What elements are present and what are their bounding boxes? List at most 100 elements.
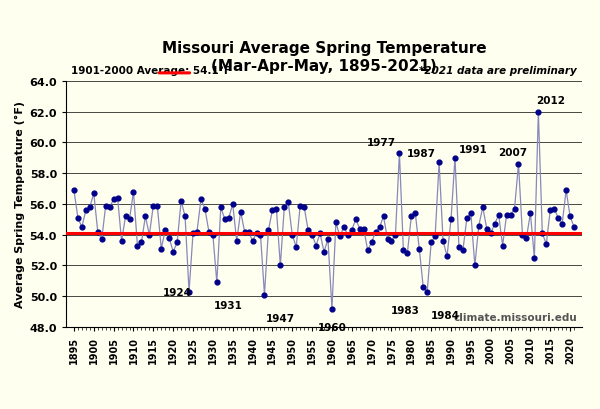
Point <box>260 292 269 298</box>
Point <box>533 109 543 116</box>
Text: 1924: 1924 <box>163 287 191 297</box>
Point <box>371 229 380 235</box>
Point <box>200 206 210 212</box>
Point <box>550 206 559 212</box>
Text: *2021 data are preliminary: *2021 data are preliminary <box>419 66 577 76</box>
Point <box>355 226 365 232</box>
Point <box>125 216 134 223</box>
Point <box>176 198 186 204</box>
Point <box>351 216 361 223</box>
Point <box>565 213 575 220</box>
Point <box>212 279 221 286</box>
Point <box>510 206 520 212</box>
Point <box>89 191 98 197</box>
Point <box>304 227 313 234</box>
Point <box>208 232 218 238</box>
Point <box>307 232 317 238</box>
Point <box>145 232 154 238</box>
Point <box>514 161 523 168</box>
Point <box>391 232 400 238</box>
Point <box>562 187 571 194</box>
Point <box>248 238 257 245</box>
Point <box>311 243 321 249</box>
Text: 1987: 1987 <box>407 149 436 159</box>
Text: 1984: 1984 <box>431 310 460 320</box>
Point <box>474 222 484 229</box>
Point <box>69 187 79 194</box>
Text: 1960: 1960 <box>317 322 346 332</box>
Point <box>292 244 301 251</box>
Point <box>379 213 388 220</box>
Point <box>192 229 202 235</box>
Point <box>363 247 373 254</box>
Point <box>430 234 440 240</box>
Point <box>478 204 488 211</box>
Point <box>184 289 194 295</box>
Point <box>427 240 436 246</box>
Point <box>133 243 142 249</box>
Point <box>244 229 253 235</box>
Point <box>545 207 555 214</box>
Point <box>128 189 138 196</box>
Point <box>121 213 130 220</box>
Point <box>256 232 265 238</box>
Point <box>347 227 356 234</box>
Point <box>418 284 428 290</box>
Point <box>287 232 297 238</box>
Point <box>188 230 198 237</box>
Point <box>319 249 329 255</box>
Point <box>339 224 349 231</box>
Point <box>410 210 420 217</box>
Y-axis label: Average Spring Temperature (°F): Average Spring Temperature (°F) <box>15 101 25 308</box>
Text: 2007: 2007 <box>498 148 527 158</box>
Point <box>383 236 392 243</box>
Point <box>81 207 91 214</box>
Point <box>407 213 416 220</box>
Point <box>232 238 241 245</box>
Point <box>105 204 115 211</box>
Point <box>275 263 285 269</box>
Point <box>327 306 337 312</box>
Point <box>434 160 444 166</box>
Point <box>398 247 408 254</box>
Point <box>331 220 341 226</box>
Point <box>526 210 535 217</box>
Point <box>224 215 233 222</box>
Point <box>315 230 325 237</box>
Point <box>77 224 86 231</box>
Point <box>454 244 464 251</box>
Point <box>172 240 182 246</box>
Point <box>216 204 226 211</box>
Point <box>157 246 166 252</box>
Point <box>236 209 245 216</box>
Point <box>283 200 293 206</box>
Point <box>101 203 110 209</box>
Text: 2012: 2012 <box>536 96 565 106</box>
Point <box>506 212 515 218</box>
Point <box>569 224 579 231</box>
Point <box>299 204 309 211</box>
Text: 1947: 1947 <box>266 313 295 323</box>
Point <box>482 226 491 232</box>
Text: 1931: 1931 <box>214 301 243 311</box>
Point <box>538 230 547 237</box>
Point <box>228 201 238 208</box>
Point <box>149 203 158 209</box>
Point <box>117 238 127 245</box>
Point <box>263 227 273 234</box>
Title: Missouri Average Spring Temperature
(Mar-Apr-May, 1895-2021): Missouri Average Spring Temperature (Mar… <box>161 41 487 74</box>
Text: 1991: 1991 <box>458 144 487 154</box>
Point <box>521 235 531 241</box>
Text: 1977: 1977 <box>367 137 396 147</box>
Point <box>97 236 107 243</box>
Point <box>240 229 250 235</box>
Text: 1901-2000 Average: 54.1°F: 1901-2000 Average: 54.1°F <box>71 65 238 76</box>
Point <box>367 240 376 246</box>
Text: climate.missouri.edu: climate.missouri.edu <box>453 312 577 322</box>
Point <box>169 249 178 255</box>
Point <box>359 226 368 232</box>
Point <box>458 247 468 254</box>
Point <box>196 197 206 203</box>
Point <box>442 253 452 260</box>
Point <box>268 207 277 214</box>
